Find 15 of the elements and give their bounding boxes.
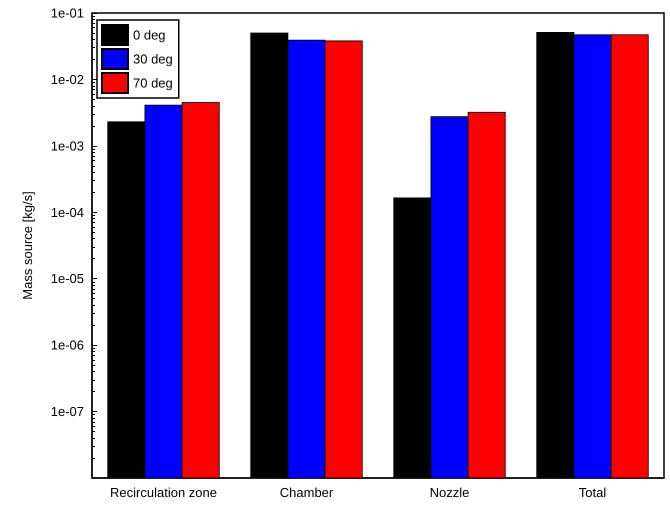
x-tick-label: Chamber xyxy=(280,485,334,500)
y-tick-label: 1e-05 xyxy=(50,271,84,286)
legend-label: 30 deg xyxy=(133,52,173,66)
x-tick-label: Recirculation zone xyxy=(110,485,217,500)
y-tick-label: 1e-03 xyxy=(50,138,84,154)
legend-label: 0 deg xyxy=(133,28,166,42)
y-tick-label: 1e-06 xyxy=(50,338,84,353)
y-tick-label: 1e-04 xyxy=(50,204,84,220)
y-tick-label: 1e-07 xyxy=(50,404,84,420)
x-tick-label: Nozzle xyxy=(430,485,470,500)
y-axis-title: Mass source [kg/s] xyxy=(20,191,35,300)
y-tick-label: 1e-02 xyxy=(50,72,84,87)
y-tick-label: 1e-01 xyxy=(50,6,84,20)
x-tick-label: Total xyxy=(578,485,606,500)
legend-label: 70 deg xyxy=(133,76,173,90)
